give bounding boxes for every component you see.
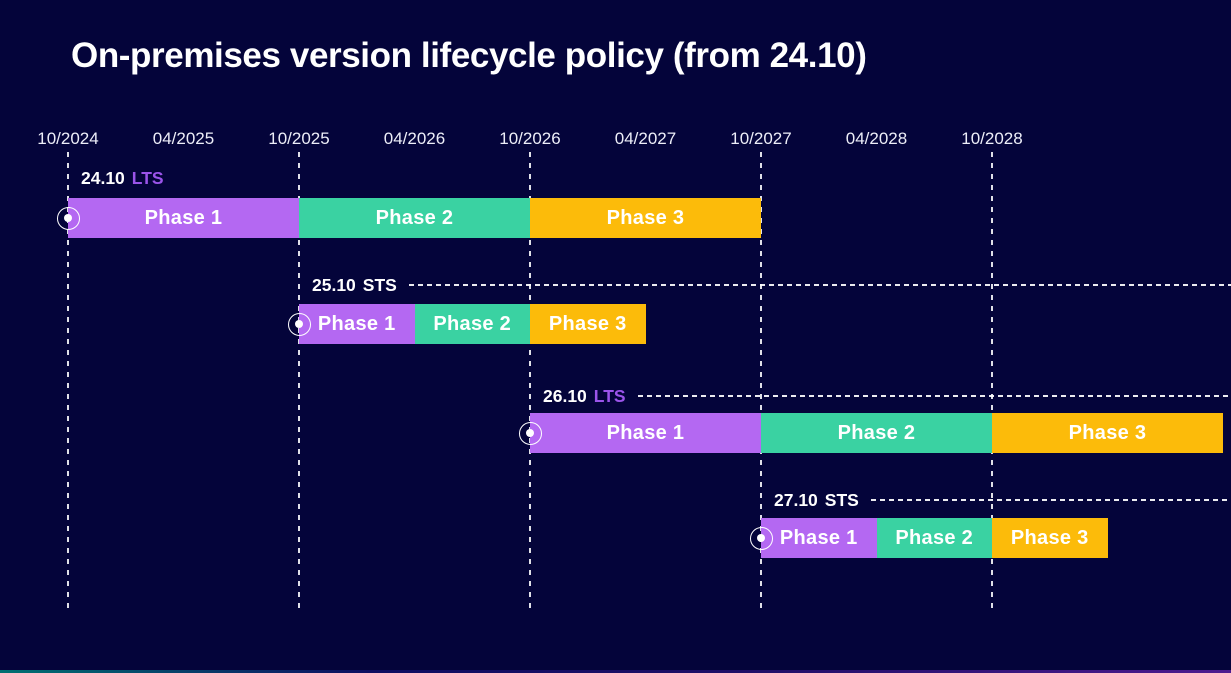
- gridline: [760, 152, 762, 612]
- row-label: 27.10 STS: [774, 490, 1231, 510]
- phase-bar: Phase 2: [761, 413, 992, 453]
- channel-badge: STS: [824, 489, 859, 510]
- phase-bar-label: Phase 1: [317, 312, 396, 335]
- gridline: [991, 152, 993, 612]
- phase-bar: Phase 1: [530, 413, 761, 453]
- channel-badge: LTS: [131, 167, 164, 188]
- phase-bar-label: Phase 2: [837, 421, 916, 444]
- axis-tick-label: 04/2027: [614, 129, 677, 148]
- gridline: [67, 152, 69, 612]
- phase-bar: Phase 1: [68, 198, 299, 238]
- phase-bar-label: Phase 2: [375, 206, 454, 229]
- release-start-marker: [287, 312, 311, 336]
- bottom-accent-bar: [0, 670, 1231, 673]
- phase-bar: Phase 3: [992, 518, 1108, 558]
- gridline: [529, 152, 531, 612]
- release-start-marker: [56, 206, 80, 230]
- page-title: On-premises version lifecycle policy (fr…: [71, 36, 867, 75]
- phase-bar-label: Phase 3: [606, 206, 685, 229]
- axis-tick-label: 10/2025: [268, 129, 330, 148]
- phase-bar: Phase 1: [299, 304, 415, 344]
- version-text: 25.10: [312, 274, 356, 295]
- version-text: 27.10: [774, 489, 818, 510]
- channel-badge: STS: [362, 274, 397, 295]
- phase-bar-label: Phase 3: [1068, 421, 1147, 444]
- label-dash-line: [870, 499, 1231, 501]
- phase-bar: Phase 3: [992, 413, 1223, 453]
- phase-bar: Phase 2: [876, 518, 992, 558]
- phase-bar: Phase 3: [530, 198, 761, 238]
- phase-bar-label: Phase 1: [144, 206, 223, 229]
- row-label: 25.10 STS: [312, 275, 1231, 295]
- label-dash-line: [408, 284, 1231, 286]
- phase-bar-label: Phase 1: [779, 526, 858, 549]
- phase-bar-label: Phase 1: [606, 421, 685, 444]
- gridline: [298, 152, 300, 612]
- axis-tick-label: 04/2026: [383, 129, 446, 148]
- label-dash-line: [637, 395, 1231, 397]
- phase-bar-label: Phase 3: [548, 312, 627, 335]
- row-label: 24.10 LTS: [81, 168, 1231, 188]
- release-start-marker: [518, 421, 542, 445]
- phase-bar-label: Phase 3: [1010, 526, 1089, 549]
- phase-bar: Phase 3: [530, 304, 646, 344]
- phase-bar-label: Phase 2: [895, 526, 974, 549]
- axis-tick-label: 04/2028: [845, 129, 908, 148]
- channel-badge: LTS: [593, 385, 626, 406]
- row-label: 26.10 LTS: [543, 386, 1231, 406]
- version-text: 24.10: [81, 167, 125, 188]
- release-start-marker: [749, 526, 773, 550]
- phase-bar: Phase 2: [299, 198, 530, 238]
- axis-tick-label: 10/2024: [37, 129, 99, 148]
- phase-bar: Phase 1: [761, 518, 877, 558]
- phase-bar-label: Phase 2: [433, 312, 512, 335]
- version-text: 26.10: [543, 385, 587, 406]
- axis-tick-label: 10/2027: [730, 129, 792, 148]
- phase-bar: Phase 2: [414, 304, 530, 344]
- axis-tick-label: 04/2025: [152, 129, 215, 148]
- axis-tick-label: 10/2028: [961, 129, 1023, 148]
- axis-tick-label: 10/2026: [499, 129, 561, 148]
